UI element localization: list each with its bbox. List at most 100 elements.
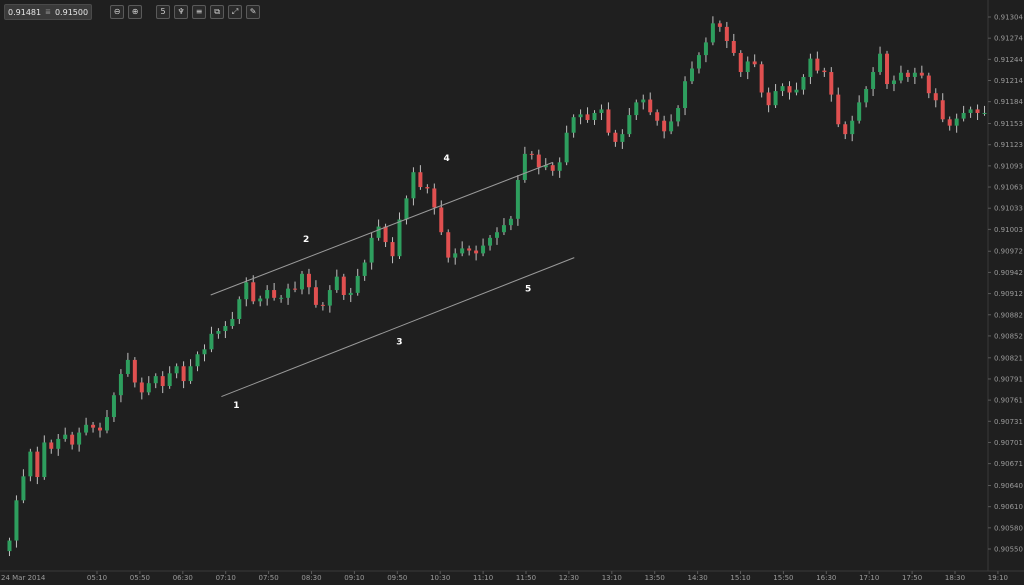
candle-body-up xyxy=(279,297,284,299)
candle-body-down xyxy=(181,366,186,382)
zoom-out-icon[interactable]: ⊖ xyxy=(110,5,125,19)
x-tick-label: 09:50 xyxy=(387,574,407,582)
candle-body-down xyxy=(829,72,834,95)
candle xyxy=(871,67,876,97)
candle xyxy=(648,92,653,116)
candle xyxy=(495,227,499,245)
indicators-icon[interactable]: ≡ xyxy=(192,5,207,19)
candle-body-up xyxy=(216,330,221,334)
candle-body-down xyxy=(251,282,256,302)
candle-body-up xyxy=(299,273,304,290)
chart-type-icon[interactable]: ♆ xyxy=(174,5,189,19)
candle-body-up xyxy=(891,80,896,85)
drawing-tools-icon[interactable]: ⧉ xyxy=(210,5,225,19)
candle xyxy=(878,46,883,75)
y-tick-label: 0.90671 xyxy=(994,460,1023,468)
candle xyxy=(696,52,701,74)
candle-body-down xyxy=(975,109,980,113)
candle xyxy=(940,93,945,123)
candle xyxy=(885,50,890,89)
candle-body-down xyxy=(613,132,618,142)
y-tick-label: 0.90912 xyxy=(994,290,1023,298)
candle xyxy=(550,162,555,176)
candle-body-up xyxy=(63,434,68,439)
candle-body-up xyxy=(195,354,200,367)
candle xyxy=(905,69,910,82)
channel-line[interactable] xyxy=(221,257,575,398)
candle xyxy=(634,99,639,121)
candle-body-up xyxy=(543,165,548,168)
zoom-in-icon[interactable]: ⊕ xyxy=(128,5,143,19)
y-tick-label: 0.91244 xyxy=(994,56,1023,64)
candle-body-up xyxy=(488,237,493,246)
candle xyxy=(21,469,26,504)
candle-body-up xyxy=(460,248,465,254)
candle xyxy=(362,259,367,281)
candle xyxy=(731,33,736,56)
candle-body-down xyxy=(383,226,388,243)
candle xyxy=(467,245,472,256)
candle-body-down xyxy=(446,232,451,258)
chart-toolbar: 0.91481 ≣ 0.91500 ⊖ ⊕ 5 ♆ ≡ ⧉ ⤢ ✎ xyxy=(4,4,261,20)
x-tick-label: 11:10 xyxy=(473,574,493,582)
candle xyxy=(766,87,771,113)
x-tick-label: 07:10 xyxy=(216,574,236,582)
candle-body-up xyxy=(954,118,959,126)
candle-body-up xyxy=(794,89,799,93)
trend-line-icon[interactable]: ⤢ xyxy=(228,5,243,19)
x-axis: 24 Mar 2014 05:10 05:50 06:30 07:10 07:50 08:3… xyxy=(0,570,1024,582)
candle-body-down xyxy=(91,424,96,428)
candle-body-up xyxy=(522,153,527,180)
candle-body-up xyxy=(362,262,367,276)
candle xyxy=(543,158,548,171)
candle-body-up xyxy=(397,219,402,257)
candle xyxy=(439,200,444,236)
candle xyxy=(745,56,750,80)
candle xyxy=(620,129,625,149)
candle-body-up xyxy=(982,112,987,114)
candle-body-up xyxy=(780,86,785,92)
candle xyxy=(56,433,61,456)
candle xyxy=(7,537,12,557)
candle-body-down xyxy=(70,434,75,445)
pencil-icon[interactable]: ✎ xyxy=(246,5,261,19)
x-tick-label: 12:30 xyxy=(559,574,579,582)
candle-body-up xyxy=(153,376,158,384)
candle-body-up xyxy=(592,112,597,121)
y-tick-label: 0.90550 xyxy=(994,546,1023,554)
candle-body-up xyxy=(968,109,973,113)
candle xyxy=(592,110,597,125)
candle-body-up xyxy=(864,88,869,103)
candle xyxy=(104,410,109,434)
y-tick-label: 0.90882 xyxy=(994,311,1023,319)
candle xyxy=(118,369,123,403)
candle xyxy=(258,295,263,307)
candle-body-down xyxy=(341,276,346,295)
channel-line[interactable] xyxy=(210,161,553,296)
candle-body-up xyxy=(84,424,89,433)
timeframe-icon[interactable]: 5 xyxy=(156,5,171,19)
y-tick-label: 0.90610 xyxy=(994,503,1023,511)
candle-body-down xyxy=(717,23,722,27)
wave-label-4: 4 xyxy=(444,154,450,164)
candle-body-up xyxy=(188,366,193,382)
x-tick-label: 13:10 xyxy=(602,574,622,582)
candle xyxy=(773,84,778,109)
candle-body-down xyxy=(606,109,611,133)
y-tick-label: 0.90972 xyxy=(994,248,1023,256)
candle-body-up xyxy=(669,121,674,132)
candle-body-up xyxy=(773,91,778,106)
candle xyxy=(272,283,277,301)
candle xyxy=(975,104,980,121)
candle xyxy=(968,106,973,118)
x-tick-label: 05:50 xyxy=(130,574,150,582)
candle xyxy=(564,125,569,166)
y-tick-label: 0.91063 xyxy=(994,184,1023,192)
candle xyxy=(954,113,959,133)
candle-body-up xyxy=(501,225,506,233)
candle-body-up xyxy=(641,99,646,103)
y-tick-label: 0.90580 xyxy=(994,524,1023,532)
price-separator-icon: ≣ xyxy=(45,8,51,16)
candle xyxy=(390,237,395,264)
